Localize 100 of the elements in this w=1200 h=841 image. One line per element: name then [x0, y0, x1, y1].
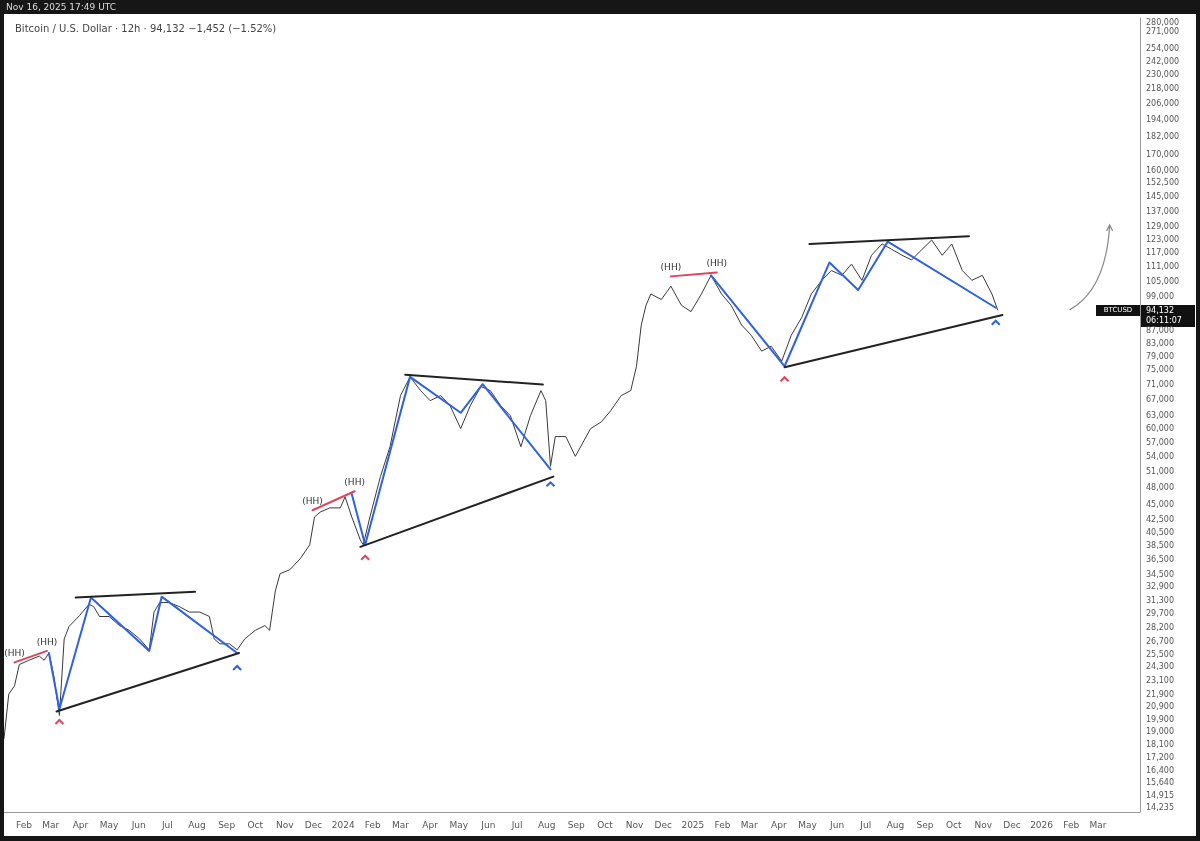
y-tick-label: 15,640 — [1146, 778, 1174, 788]
x-tick-label: May — [798, 819, 818, 830]
y-tick-label: 170,000 — [1146, 149, 1180, 159]
annotation: (HH) — [302, 496, 323, 507]
x-tick-label: Jul — [510, 819, 523, 830]
y-tick-label: 280,000 — [1146, 18, 1180, 28]
y-tick-label: 34,500 — [1146, 569, 1174, 579]
y-tick-label: 24,300 — [1146, 662, 1174, 672]
x-tick-label: Dec — [1003, 819, 1021, 830]
y-tick-label: 16,400 — [1146, 765, 1174, 775]
y-tick-label: 25,500 — [1146, 649, 1174, 659]
y-tick-label: 160,000 — [1146, 165, 1180, 175]
y-tick-label: 145,000 — [1146, 191, 1180, 201]
y-tick-label: 19,000 — [1146, 727, 1174, 737]
x-tick-label: Sep — [567, 819, 586, 830]
x-tick-label: Jun — [130, 819, 146, 830]
y-tick-label: 45,000 — [1146, 499, 1174, 509]
y-tick-label: 206,000 — [1146, 99, 1180, 109]
y-tick-label: 63,000 — [1146, 411, 1174, 421]
y-tick-label: 38,500 — [1146, 540, 1174, 550]
y-tick-label: 254,000 — [1146, 43, 1180, 53]
x-tick-label: Mar — [42, 819, 60, 830]
y-tick-label: 14,915 — [1146, 790, 1174, 800]
x-tick-label: Apr — [771, 819, 787, 830]
line-series — [4, 239, 999, 740]
y-tick-label: 242,000 — [1146, 56, 1180, 66]
y-tick-label: 129,000 — [1146, 222, 1180, 232]
x-tick-label: Nov — [276, 819, 295, 830]
y-tick-label: 271,000 — [1146, 26, 1180, 36]
y-tick-label: 40,500 — [1146, 527, 1174, 537]
x-tick-label: Feb — [364, 819, 382, 830]
annotation: (HH) — [36, 636, 58, 647]
x-tick-label: Feb — [1063, 819, 1080, 830]
x-tick-label: Nov — [974, 819, 993, 830]
text: Nov 16, 2025 17:49 UTC — [6, 1, 117, 13]
y-tick-label: 87,000 — [1146, 326, 1174, 336]
chart-title: Bitcoin / U.S. Dollar · 12h · 94,132 −1,452 (−1.52%) — [15, 22, 277, 34]
y-tick-label: 79,000 — [1146, 351, 1174, 361]
annotation: (HH) — [344, 477, 365, 488]
y-tick-label: 182,000 — [1146, 131, 1180, 141]
y-tick-label: 71,000 — [1146, 379, 1174, 389]
y-tick-label: 29,700 — [1146, 609, 1174, 619]
x-tick-label: 2025 — [681, 819, 705, 830]
x-tick-label: Aug — [886, 819, 905, 830]
x-tick-label: Feb — [714, 819, 731, 830]
y-tick-label: 99,000 — [1146, 292, 1174, 302]
x-tick-label: Mar — [1089, 819, 1107, 830]
x-tick-label: Dec — [304, 819, 323, 830]
y-tick-label: 36,500 — [1146, 555, 1174, 565]
x-tick-label: Jun — [829, 819, 845, 830]
x-tick-label: May — [99, 819, 120, 830]
annotation: (HH) — [660, 262, 682, 273]
y-tick-label: 117,000 — [1146, 248, 1180, 258]
y-tick-label: 51,000 — [1146, 466, 1174, 476]
x-tick-label: Aug — [188, 819, 206, 830]
x-tick-label: Jun — [480, 819, 496, 830]
y-tick-label: 23,100 — [1146, 675, 1174, 685]
y-tick-label: 19,900 — [1146, 714, 1174, 724]
x-tick-label: Feb — [16, 819, 33, 830]
x-tick-label: Oct — [945, 819, 962, 830]
x-tick-label: Apr — [72, 819, 89, 830]
x-tick-label: Dec — [654, 819, 672, 830]
x-tick-label: Oct — [247, 819, 264, 830]
y-tick-label: 194,000 — [1146, 114, 1180, 124]
y-tick-label: 42,500 — [1146, 514, 1174, 524]
x-tick-label: Sep — [218, 819, 236, 830]
annotation: (HH) — [706, 258, 728, 269]
x-tick-label: Jul — [160, 819, 173, 830]
x-tick-label: Mar — [392, 819, 410, 830]
text: 94,132 — [1146, 306, 1174, 316]
y-tick-label: 57,000 — [1146, 437, 1174, 447]
y-tick-label: 60,000 — [1146, 424, 1174, 434]
x-tick-label: Mar — [740, 819, 759, 830]
y-tick-label: 54,000 — [1146, 451, 1174, 461]
x-tick-label: Jul — [859, 819, 872, 830]
y-tick-label: 20,900 — [1146, 701, 1174, 711]
y-tick-label: 67,000 — [1146, 394, 1174, 404]
y-tick-label: 32,900 — [1146, 582, 1174, 592]
y-tick-label: 31,300 — [1146, 595, 1174, 605]
y-tick-label: 26,700 — [1146, 637, 1174, 647]
x-tick-label: Oct — [597, 819, 614, 830]
x-tick-label: 2026 — [1030, 819, 1054, 830]
y-tick-label: 230,000 — [1146, 69, 1180, 79]
y-tick-label: 18,100 — [1146, 739, 1174, 749]
x-tick-label: Sep — [916, 819, 934, 830]
y-tick-label: 17,200 — [1146, 753, 1174, 763]
y-tick-label: 111,000 — [1146, 261, 1180, 271]
annotation: (HH) — [4, 648, 25, 659]
y-tick-label: 137,000 — [1146, 206, 1180, 216]
y-tick-label: 123,000 — [1146, 234, 1180, 244]
y-tick-label: 218,000 — [1146, 84, 1180, 94]
x-tick-label: Nov — [625, 819, 645, 830]
x-tick-label: Aug — [537, 819, 556, 830]
x-tick-label: May — [449, 819, 469, 830]
y-tick-label: 152,500 — [1146, 178, 1180, 188]
y-tick-label: 83,000 — [1146, 338, 1174, 348]
y-tick-label: 14,235 — [1146, 803, 1174, 813]
x-tick-label: Apr — [422, 819, 439, 830]
y-tick-label: 75,000 — [1146, 365, 1174, 375]
text: 06:11:07 — [1146, 316, 1182, 326]
